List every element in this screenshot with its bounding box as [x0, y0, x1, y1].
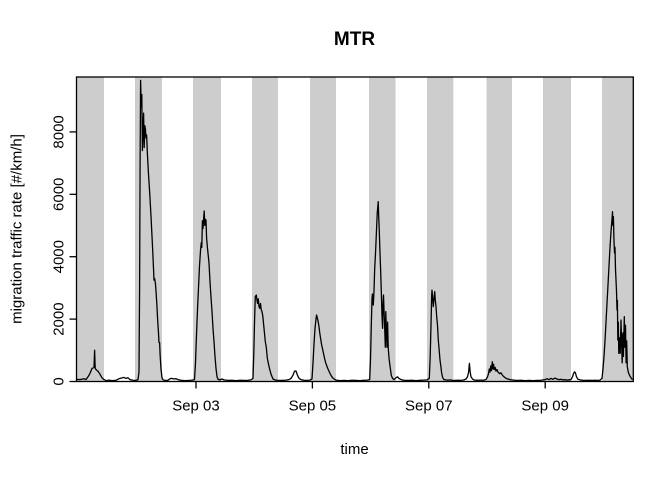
night-band — [543, 77, 571, 382]
x-tick-label: Sep 03 — [172, 398, 220, 415]
night-band — [193, 77, 221, 382]
plot-box — [75, 76, 634, 383]
x-tick-label: Sep 05 — [289, 398, 337, 415]
night-band — [76, 77, 104, 382]
x-tick-label: Sep 09 — [521, 398, 569, 415]
night-band — [486, 77, 512, 382]
y-tick-label: 2000 — [51, 302, 68, 335]
night-band — [369, 77, 396, 382]
y-tick-label: 4000 — [51, 240, 68, 273]
y-tick-label: 6000 — [51, 178, 68, 211]
mtr-line — [76, 79, 633, 382]
chart-title: MTR — [333, 29, 376, 50]
night-band — [252, 77, 278, 382]
y-tick-label: 8000 — [51, 115, 68, 148]
x-axis-title: time — [340, 441, 369, 458]
y-tick-label: 0 — [51, 377, 68, 385]
x-tick-label: Sep 07 — [405, 398, 453, 415]
